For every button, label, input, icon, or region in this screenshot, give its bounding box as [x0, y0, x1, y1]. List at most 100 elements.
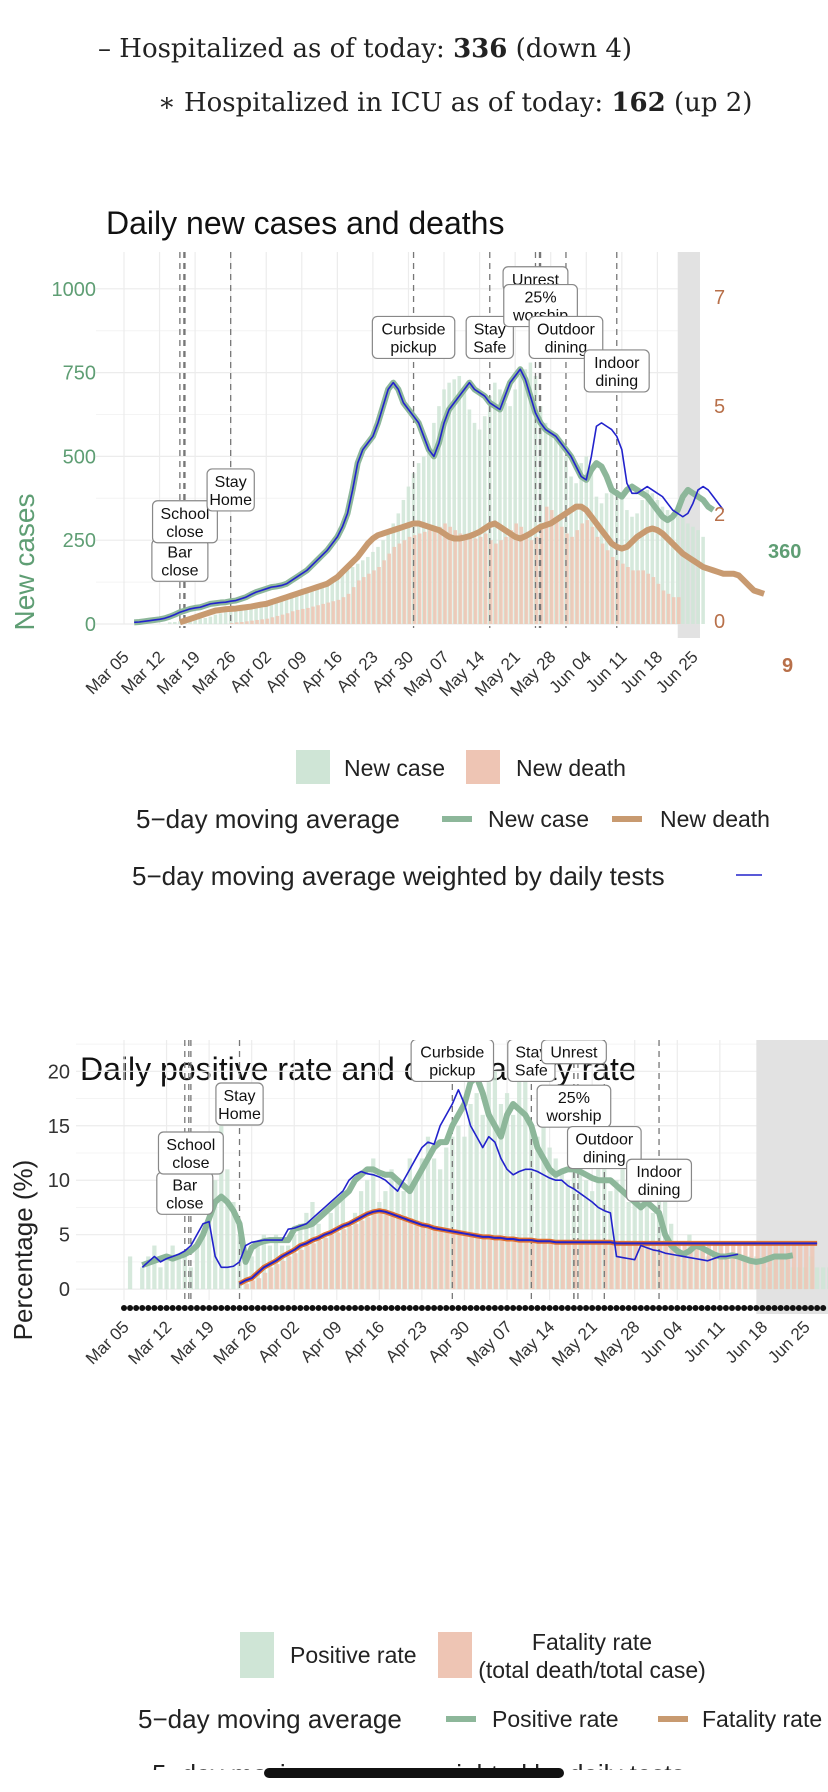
bar-secondary — [311, 606, 315, 624]
x-tick-label: Jun 11 — [680, 1317, 729, 1366]
positive-fatality-chart: Daily positive rate and case fatality ra… — [8, 1040, 828, 1770]
bar-primary — [632, 1191, 637, 1290]
bar-secondary — [810, 1243, 815, 1290]
baseline-dot — [741, 1305, 748, 1311]
bar-secondary — [428, 530, 432, 624]
y-tick-label: 15 — [48, 1116, 70, 1138]
bar-primary — [660, 506, 665, 624]
baseline-dot — [662, 1305, 669, 1311]
bar-secondary — [743, 1243, 748, 1290]
x-tick-label: Mar 12 — [125, 1317, 176, 1368]
baseline-dot — [534, 1305, 541, 1311]
bar-secondary — [342, 1229, 347, 1290]
bar-secondary — [573, 1242, 578, 1290]
baseline-dot — [370, 1305, 377, 1311]
baseline-dot — [497, 1305, 504, 1311]
bar-secondary — [621, 563, 625, 624]
bar-secondary — [448, 526, 452, 624]
event-label-text: close — [166, 1195, 203, 1212]
event-label-text: Home — [209, 492, 252, 509]
y-tick-label: 20 — [48, 1061, 70, 1083]
bar-secondary — [631, 570, 635, 624]
baseline-dot — [649, 1305, 656, 1311]
bar-primary — [243, 1256, 248, 1290]
chart1-bars — [167, 362, 705, 624]
x-tick-label: Mar 05 — [82, 1317, 133, 1368]
bar-primary — [176, 1256, 181, 1290]
fatality-ma-line — [239, 1209, 818, 1285]
bar-secondary — [262, 1272, 268, 1290]
bar-primary — [231, 1202, 236, 1290]
bar-secondary — [591, 1242, 596, 1290]
baseline-dot — [656, 1305, 663, 1311]
bar-secondary — [275, 615, 280, 624]
bar-secondary — [518, 1239, 523, 1290]
event-label-text: Outdoor — [575, 1132, 633, 1149]
event-label-text: Unrest — [550, 1045, 598, 1062]
bar-secondary — [590, 526, 595, 624]
baseline-dot — [345, 1305, 352, 1311]
baseline-dot — [449, 1305, 456, 1311]
baseline-dot — [668, 1305, 675, 1311]
bar-secondary — [676, 1243, 681, 1290]
bar-secondary — [798, 1243, 803, 1290]
baseline-dot — [327, 1305, 334, 1311]
baseline-dot — [187, 1305, 194, 1311]
x-tick-label: Jun 25 — [764, 1317, 814, 1367]
legend-fatality-swatch — [438, 1632, 472, 1678]
event-label-box — [626, 1158, 693, 1202]
bar-secondary — [250, 1280, 256, 1290]
hospitalized-change: (down 4) — [515, 34, 633, 64]
bar-secondary — [670, 1243, 675, 1290]
bar-primary — [523, 369, 528, 624]
y-tick-label: 500 — [63, 446, 96, 468]
baseline-dot — [297, 1305, 304, 1311]
x-tick-label: May 21 — [548, 1317, 601, 1370]
bar-primary — [559, 1169, 564, 1290]
bar-primary — [547, 1147, 552, 1290]
bar-secondary — [737, 1243, 742, 1290]
bar-secondary — [677, 597, 681, 624]
baseline-dot — [558, 1305, 565, 1311]
bar-primary — [225, 1169, 230, 1290]
bar-primary — [517, 1049, 522, 1290]
bar-secondary — [433, 1225, 438, 1290]
y-tick-label: 0 — [59, 1279, 70, 1301]
event-label-text: Outdoor — [537, 321, 595, 338]
bar-primary — [289, 597, 294, 624]
baseline-dot — [260, 1305, 267, 1311]
bar-secondary — [500, 1237, 505, 1290]
bar-primary — [194, 1245, 200, 1290]
bar-primary — [127, 1256, 133, 1290]
baseline-dot — [473, 1305, 480, 1311]
baseline-dot — [145, 1305, 152, 1311]
event-label-text: Safe — [515, 1062, 548, 1079]
bar-secondary — [326, 602, 331, 624]
baseline-dot — [820, 1305, 827, 1311]
baseline-dot — [570, 1305, 577, 1311]
bar-primary — [686, 523, 690, 624]
bar-primary — [508, 406, 512, 624]
bar-primary — [218, 613, 223, 624]
bar-secondary — [506, 1237, 511, 1290]
event-label-text: close — [172, 1155, 209, 1172]
event-label-text: 25% — [558, 1090, 590, 1107]
bar-primary — [274, 600, 279, 624]
bar-secondary — [463, 536, 468, 624]
baseline-dot — [443, 1305, 450, 1311]
bar-secondary — [469, 1233, 474, 1290]
bar-secondary — [749, 1243, 754, 1290]
event-label-text: Indoor — [636, 1164, 682, 1181]
baseline-dot — [777, 1305, 784, 1311]
bar-secondary — [483, 533, 488, 624]
bar-secondary — [755, 1243, 760, 1290]
baseline-dot — [795, 1305, 802, 1311]
bar-primary — [596, 1169, 601, 1290]
bar-secondary — [438, 526, 442, 624]
baseline-dot — [200, 1305, 207, 1311]
legend-ma-title-2: 5−day moving average — [138, 1704, 402, 1734]
baseline-dot — [139, 1305, 146, 1311]
bar-primary — [655, 499, 660, 624]
event-label-text: Bar — [167, 544, 193, 561]
